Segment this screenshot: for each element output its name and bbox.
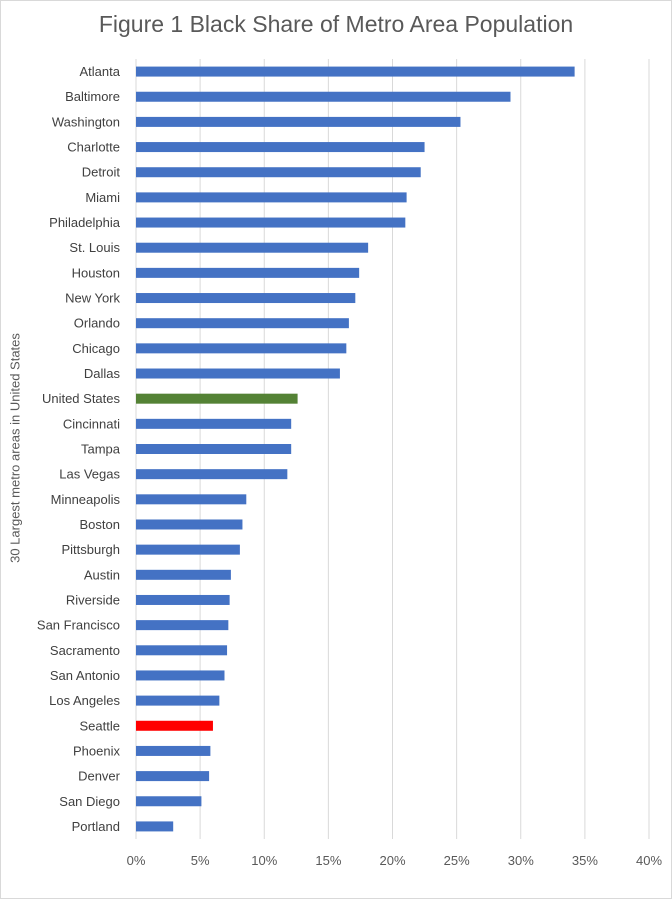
bar-sacramento (136, 645, 228, 656)
x-tick-label: 35% (572, 853, 598, 868)
category-label: Charlotte (67, 140, 120, 155)
bar-cincinnati (136, 418, 292, 429)
x-tick-label: 10% (251, 853, 277, 868)
category-label: Tampa (81, 442, 121, 457)
x-tick-label: 15% (315, 853, 341, 868)
x-tick-label: 30% (508, 853, 534, 868)
category-label: Riverside (66, 592, 120, 607)
category-label: Philadelphia (49, 215, 121, 230)
x-tick-label: 20% (379, 853, 405, 868)
bar-san-francisco (136, 620, 229, 631)
bar-san-diego (136, 796, 202, 807)
bar-houston (136, 267, 360, 278)
category-label: New York (65, 291, 120, 306)
bar-dallas (136, 368, 340, 379)
category-label: United States (42, 391, 121, 406)
category-label: St. Louis (69, 240, 120, 255)
category-label: Boston (80, 517, 120, 532)
bar-washington (136, 116, 461, 127)
bar-riverside (136, 594, 230, 605)
bar-charlotte (136, 142, 425, 153)
category-label: Minneapolis (51, 492, 121, 507)
category-label: Sacramento (50, 643, 120, 658)
bar-pittsburgh (136, 544, 240, 555)
x-tick-label: 40% (636, 853, 662, 868)
category-label: San Francisco (37, 618, 120, 633)
bar-baltimore (136, 91, 511, 102)
bar-minneapolis (136, 494, 247, 505)
category-label: Pittsburgh (61, 542, 120, 557)
bar-tampa (136, 444, 292, 454)
category-label: Houston (72, 265, 120, 280)
bar-seattle (136, 720, 213, 731)
bar-los-angeles (136, 695, 220, 706)
bar-san-antonio (136, 670, 225, 681)
bar-atlanta (136, 66, 575, 77)
category-label: Austin (84, 567, 120, 582)
category-label: Denver (78, 769, 121, 784)
bar-united-states (136, 393, 298, 404)
category-label: Chicago (72, 341, 120, 356)
bar-miami (136, 192, 407, 203)
bar-orlando (136, 318, 349, 329)
bar-austin (136, 569, 231, 580)
category-label: San Antonio (50, 668, 120, 683)
category-label: Phoenix (73, 743, 120, 758)
bar-las-vegas (136, 469, 288, 480)
category-label: Los Angeles (49, 693, 120, 708)
bar-new-york (136, 293, 356, 304)
bar-st-louis (136, 242, 369, 253)
bar-chicago (136, 343, 347, 354)
category-label: Atlanta (80, 64, 121, 79)
category-label: Miami (85, 190, 120, 205)
category-label: Portland (72, 819, 120, 834)
bar-detroit (136, 167, 421, 178)
bar-denver (136, 771, 210, 782)
bar-philadelphia (136, 217, 406, 228)
category-label: San Diego (59, 794, 120, 809)
category-label: Detroit (82, 165, 121, 180)
bar-portland (136, 821, 174, 832)
category-label: Cincinnati (63, 416, 120, 431)
x-tick-label: 0% (127, 853, 146, 868)
x-tick-label: 25% (444, 853, 470, 868)
category-label: Seattle (80, 718, 120, 733)
category-label: Baltimore (65, 89, 120, 104)
x-tick-label: 5% (191, 853, 210, 868)
bar-phoenix (136, 745, 211, 756)
category-label: Washington (52, 114, 120, 129)
bar-boston (136, 519, 243, 530)
category-label: Las Vegas (59, 467, 120, 482)
category-label: Dallas (84, 366, 121, 381)
chart-title: Figure 1 Black Share of Metro Area Popul… (98, 11, 574, 37)
category-label: Orlando (74, 316, 120, 331)
